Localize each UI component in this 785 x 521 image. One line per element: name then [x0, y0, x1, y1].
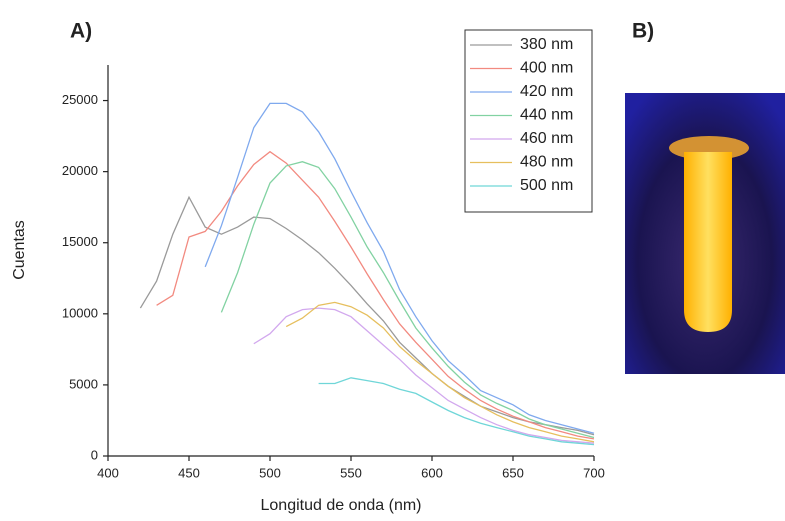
- photo: [625, 93, 785, 374]
- x-tick-label: 500: [259, 465, 281, 480]
- x-tick-label: 400: [97, 465, 119, 480]
- legend-label: 460 nm: [520, 130, 573, 147]
- legend-label: 480 nm: [520, 154, 573, 171]
- panel-label: A): [70, 20, 92, 43]
- y-tick-label: 10000: [62, 305, 98, 320]
- series-line: [318, 377, 595, 446]
- x-tick-label: 700: [583, 465, 605, 480]
- y-axis-label: Cuentas: [11, 220, 28, 280]
- legend-box: [464, 29, 593, 213]
- panel-label: B): [632, 20, 654, 43]
- y-tick-label: 20000: [62, 163, 98, 178]
- y-tick-label: 0: [91, 447, 98, 462]
- x-tick-label: 550: [340, 465, 362, 480]
- legend-label: 400 nm: [520, 60, 573, 77]
- series-line: [220, 161, 595, 439]
- y-tick-label: 5000: [69, 376, 98, 391]
- series-line: [204, 102, 595, 434]
- series-line: [253, 307, 595, 444]
- legend-label: 420 nm: [520, 83, 573, 100]
- x-tick-label: 650: [502, 465, 524, 480]
- tube: [684, 152, 732, 332]
- series-line: [285, 301, 595, 443]
- y-tick-label: 15000: [62, 234, 98, 249]
- y-tick-label: 25000: [62, 92, 98, 107]
- series-line: [156, 150, 595, 440]
- series-line: [139, 195, 595, 436]
- legend-label: 500 nm: [520, 177, 573, 194]
- x-axis-label: Longitud de onda (nm): [261, 497, 422, 514]
- legend-label: 440 nm: [520, 107, 573, 124]
- x-tick-label: 600: [421, 465, 443, 480]
- legend-label: 380 nm: [520, 36, 573, 53]
- x-tick-label: 450: [178, 465, 200, 480]
